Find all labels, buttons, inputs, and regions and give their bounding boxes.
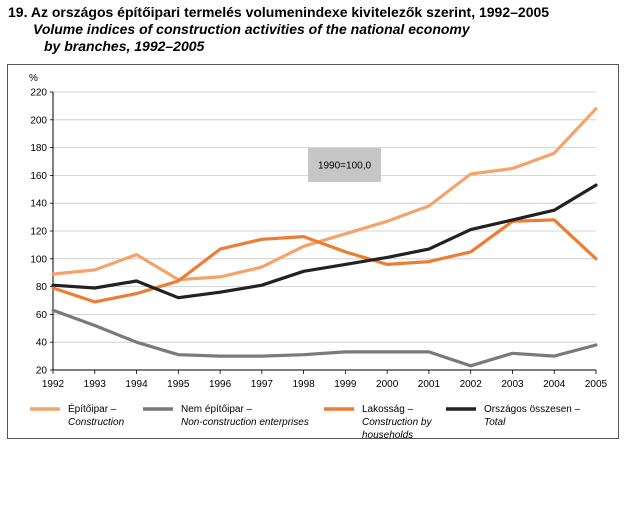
legend-label-en-nem_epitoipar: Non-construction enterprises xyxy=(181,417,309,428)
annotation-text: 1990=100,0 xyxy=(318,161,372,172)
y-tick-label-180: 180 xyxy=(30,143,47,154)
y-tick-label-220: 220 xyxy=(30,88,47,99)
legend-label-en-lakossag: Construction by xyxy=(362,417,432,428)
x-tick-label-2003: 2003 xyxy=(501,379,524,390)
x-tick-label-1992: 1992 xyxy=(42,379,65,390)
x-tick-label-2005: 2005 xyxy=(585,379,608,390)
legend-label-hu-nem_epitoipar: Nem építőipar – xyxy=(181,404,253,415)
x-tick-label-1998: 1998 xyxy=(292,379,315,390)
x-tick-label-2004: 2004 xyxy=(543,379,566,390)
chart-title-english-line2: by branches, 1992–2005 xyxy=(44,38,205,54)
legend-label-hu-orszagos: Országos összesen – xyxy=(484,404,581,415)
y-tick-label-60: 60 xyxy=(36,310,48,321)
series-line-lakossag xyxy=(51,218,598,304)
series-line-orszagos xyxy=(51,183,598,300)
x-tick-label-1999: 1999 xyxy=(334,379,357,390)
annotation-box xyxy=(308,148,381,182)
y-tick-label-20: 20 xyxy=(36,366,48,377)
x-tick-label-2002: 2002 xyxy=(460,379,483,390)
y-tick-label-40: 40 xyxy=(36,338,48,349)
x-tick-label-1994: 1994 xyxy=(125,379,148,390)
x-tick-label-1996: 1996 xyxy=(209,379,232,390)
series-line-epitoipar xyxy=(51,107,598,282)
chart-title-english-line1: Volume indices of construction activitie… xyxy=(33,21,470,37)
x-tick-label-1997: 1997 xyxy=(251,379,274,390)
y-tick-label-200: 200 xyxy=(30,115,47,126)
legend-label-hu-epitoipar: Építőipar – xyxy=(68,402,117,415)
legend-label-hu-lakossag: Lakosság – xyxy=(362,404,414,415)
y-tick-label-100: 100 xyxy=(30,254,47,265)
y-axis-label: % xyxy=(29,73,38,84)
x-tick-label-1995: 1995 xyxy=(167,379,190,390)
y-tick-label-120: 120 xyxy=(30,227,47,238)
chart-title-hungarian: 19. Az országos építőipari termelés volu… xyxy=(8,4,550,20)
legend-label-en2-lakossag: households xyxy=(362,430,413,441)
legend-label-en-epitoipar: Construction xyxy=(68,417,125,428)
y-tick-label-140: 140 xyxy=(30,199,47,210)
x-tick-label-2001: 2001 xyxy=(418,379,441,390)
x-tick-label-1993: 1993 xyxy=(84,379,107,390)
legend-label-en-orszagos: Total xyxy=(484,417,506,428)
chart-title-block: 19. Az országos építőipari termelés volu… xyxy=(8,4,620,55)
y-tick-label-160: 160 xyxy=(30,171,47,182)
y-tick-label-80: 80 xyxy=(36,282,48,293)
series-line-nem_epitoipar xyxy=(51,308,598,368)
x-tick-label-2000: 2000 xyxy=(376,379,399,390)
